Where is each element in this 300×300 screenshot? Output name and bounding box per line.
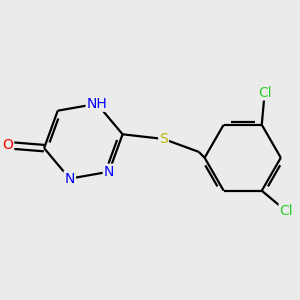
Text: N: N: [104, 165, 114, 179]
Text: O: O: [2, 138, 13, 152]
Text: Cl: Cl: [280, 204, 293, 218]
Text: N: N: [64, 172, 75, 186]
Text: NH: NH: [87, 97, 107, 111]
Text: S: S: [159, 132, 168, 146]
Text: Cl: Cl: [258, 85, 272, 100]
